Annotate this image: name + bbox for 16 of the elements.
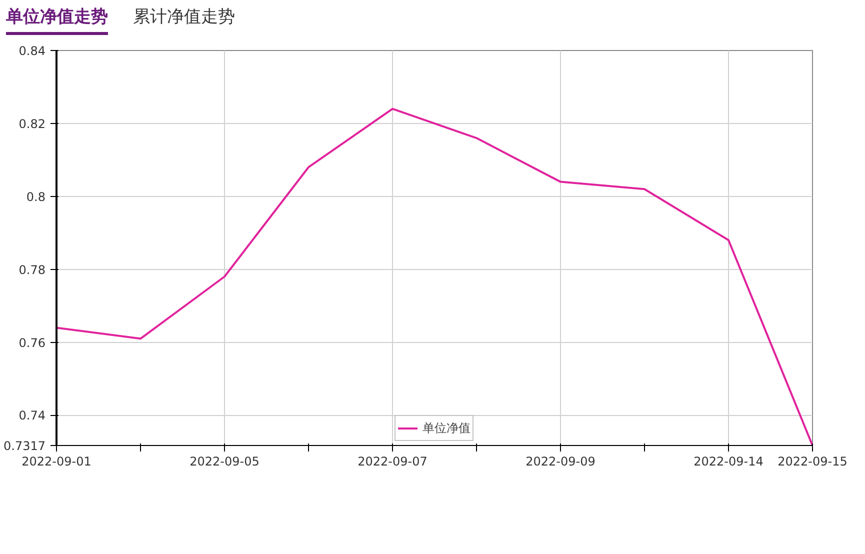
- x-tick-label: 2022-09-14: [694, 454, 764, 469]
- y-tick-label: 0.7317: [4, 439, 46, 454]
- y-tick-label: 0.8: [26, 190, 46, 204]
- chart-title: 单位净值走势: [6, 6, 108, 28]
- x-tick-label: 2022-09-09: [526, 454, 596, 469]
- y-tick-label: 0.78: [18, 263, 46, 278]
- legend-label: 单位净值: [422, 420, 470, 437]
- y-tick-label: 0.84: [18, 44, 46, 58]
- y-tick-label: 0.74: [18, 409, 46, 424]
- text: 累计净值走势: [133, 6, 235, 28]
- y-tick-label: 0.76: [18, 336, 46, 350]
- y-tick-label: 0.82: [18, 117, 46, 132]
- x-tick-label: 2022-09-05: [190, 454, 260, 469]
- x-tick-label: 2022-09-01: [22, 454, 92, 469]
- x-tick-label: 2022-09-07: [358, 454, 428, 469]
- x-tick-label: 2022-09-15: [778, 454, 848, 469]
